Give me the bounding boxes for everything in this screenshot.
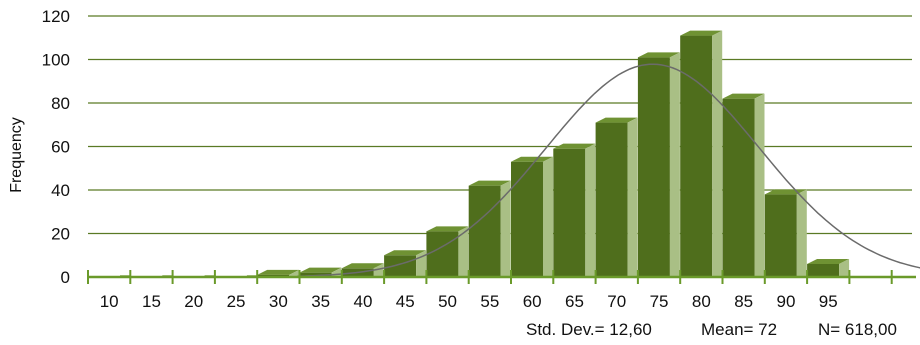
bar-top (807, 258, 850, 264)
bar-side (289, 269, 300, 277)
normal-curve (297, 63, 920, 277)
x-tick-label: 85 (734, 292, 753, 311)
bar-side (627, 117, 638, 277)
bar-front (553, 148, 586, 277)
bar-top (299, 267, 342, 273)
bar (553, 143, 596, 277)
x-tick-label: 30 (269, 292, 288, 311)
bar-top (511, 156, 553, 162)
bar-front (595, 122, 628, 277)
x-tick-label: 45 (396, 292, 415, 311)
x-tick-label: 90 (776, 292, 795, 311)
x-tick-label: 55 (480, 292, 499, 311)
bar-side (796, 189, 807, 277)
bar-front (722, 98, 755, 278)
bar-side (416, 250, 427, 277)
y-tick-label: 120 (42, 7, 70, 26)
y-tick-label: 60 (51, 138, 70, 157)
bar-front (426, 231, 459, 277)
bar-top (637, 52, 680, 58)
y-tick-labels: 0 20 40 60 80 100 120 (42, 7, 70, 287)
x-tick-label: 75 (650, 292, 669, 311)
x-tick-label: 95 (819, 292, 838, 311)
bar (722, 93, 765, 278)
bar-top (468, 180, 511, 186)
bar-top (257, 269, 300, 275)
x-tick-label: 70 (607, 292, 626, 311)
bar (637, 52, 680, 278)
y-tick-label: 0 (61, 268, 70, 287)
y-axis-label: Frequency (8, 117, 25, 193)
bar-front (511, 161, 543, 277)
y-tick-label: 40 (51, 181, 70, 200)
bar-side (373, 263, 384, 277)
bar-side (458, 226, 469, 277)
x-tick-label: 35 (311, 292, 330, 311)
bar (511, 156, 553, 277)
bar-side (754, 93, 765, 278)
x-axis (87, 270, 916, 284)
bar (680, 30, 723, 278)
bar-front (637, 57, 670, 278)
x-tick-label: 65 (565, 292, 584, 311)
bar-side (712, 30, 723, 278)
bar-top (680, 30, 723, 36)
bar-side (500, 180, 511, 277)
bar-top (341, 263, 384, 269)
std-dev-label: Std. Dev.= 12,60 (526, 320, 652, 339)
bar-front (384, 255, 417, 277)
bar-front (807, 263, 840, 277)
y-tick-label: 100 (42, 51, 70, 70)
n-label: N= 618,00 (818, 320, 897, 339)
y-tick-label: 80 (51, 94, 70, 113)
mean-label: Mean= 72 (701, 320, 777, 339)
y-tick-label: 20 (51, 225, 70, 244)
bar (384, 250, 427, 277)
x-tick-label: 20 (184, 292, 203, 311)
bar-front (468, 185, 501, 277)
x-tick-label: 80 (692, 292, 711, 311)
bar (807, 258, 850, 277)
x-tick-label: 50 (438, 292, 457, 311)
bar-top (553, 143, 596, 149)
x-tick-label: 15 (142, 292, 161, 311)
x-tick-label: 40 (353, 292, 372, 311)
bar-top (384, 250, 427, 256)
bar (468, 180, 511, 277)
bar-front (680, 35, 713, 278)
x-tick-labels: 10 15 20 25 30 35 40 45 50 55 60 65 70 75 80 85 90 95 (100, 292, 838, 311)
bar (426, 226, 469, 277)
bar (764, 189, 807, 277)
bar-top (426, 226, 469, 232)
bars (120, 30, 850, 278)
bar-side (585, 143, 596, 277)
bar-top (722, 93, 765, 99)
x-tick-label: 25 (227, 292, 246, 311)
bar-top (595, 117, 638, 123)
bar (595, 117, 638, 277)
bar-side (669, 52, 680, 278)
x-tick-label: 10 (100, 292, 119, 311)
bar (341, 263, 384, 277)
bar-side (543, 156, 553, 277)
x-tick-label: 60 (523, 292, 542, 311)
bar-front (764, 194, 797, 277)
bar-side (839, 258, 850, 277)
